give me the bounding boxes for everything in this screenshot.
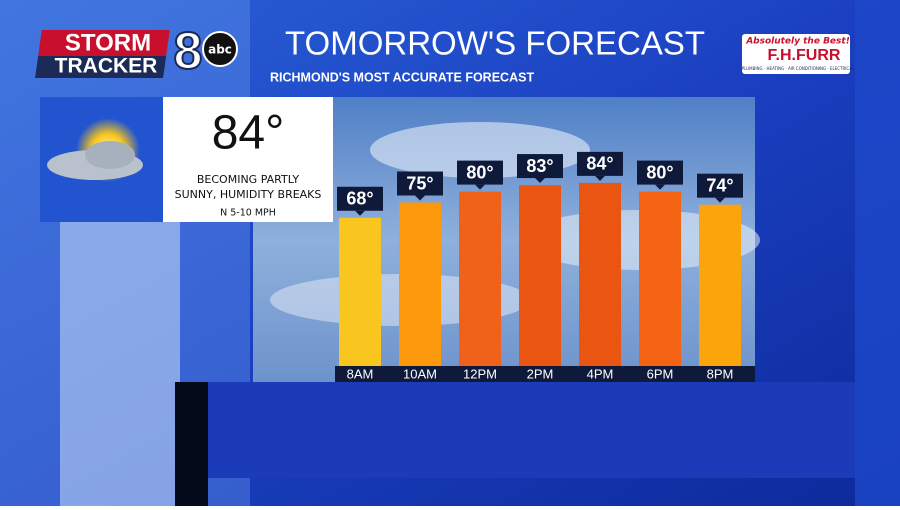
bar <box>639 191 681 366</box>
value-label-pointer <box>715 197 725 203</box>
sponsor-bg <box>742 34 850 74</box>
value-label: 68° <box>346 189 373 209</box>
x-tick-label: 8PM <box>707 366 734 381</box>
bar <box>399 202 441 366</box>
logo-number: 8 <box>174 23 203 81</box>
summary-description: SUNNY, HUMIDITY BREAKS <box>175 188 322 201</box>
chart-title: TOMORROW'S FORECAST <box>285 25 705 62</box>
value-label-pointer <box>655 184 665 190</box>
logo-text: STORM <box>65 29 151 56</box>
value-label-pointer <box>415 195 425 201</box>
x-tick-label: 4PM <box>587 366 614 381</box>
network-circle <box>202 31 238 67</box>
sponsor: Absolutely the Best! F.H.FURR PLUMBING ·… <box>742 34 855 74</box>
logo-text: TRACKER <box>55 55 158 78</box>
x-tick-label: 6PM <box>647 366 674 381</box>
bar <box>699 204 741 366</box>
summary-panel <box>163 97 333 222</box>
bar <box>339 217 381 366</box>
chart-subtitle: RICHMOND'S MOST ACCURATE FORECAST <box>270 70 534 84</box>
cloud-icon <box>85 141 135 169</box>
x-tick-label: 10AM <box>403 366 437 381</box>
value-label-pointer <box>475 184 485 190</box>
value-label-pointer <box>355 210 365 216</box>
sponsor-tagline: Absolutely the Best! <box>745 37 850 47</box>
panel-decor <box>208 382 855 478</box>
sponsor-services: PLUMBING · HEATING · AIR CONDITIONING · … <box>742 66 855 71</box>
x-tick-label: 8AM <box>347 366 374 381</box>
value-label-bg <box>337 186 383 211</box>
value-label: 83° <box>526 156 553 176</box>
value-label: 84° <box>586 154 613 174</box>
logo-bar <box>35 56 167 78</box>
value-label: 80° <box>646 162 673 182</box>
logo-bar <box>38 30 170 56</box>
panel-decor <box>175 382 208 506</box>
axis-strip <box>335 366 755 382</box>
panel-decor <box>60 220 180 506</box>
summary-wind: N 5-10 MPH <box>220 208 276 219</box>
value-label: 80° <box>466 162 493 182</box>
summary-description: BECOMING PARTLY <box>197 173 300 186</box>
value-label: 75° <box>406 173 433 193</box>
value-label-bg <box>397 171 443 196</box>
sponsor-name: F.H.FURR <box>768 47 841 64</box>
logo: STORM TRACKER 8 abc <box>35 22 238 82</box>
value-label-bg <box>577 151 623 176</box>
summary-temperature: 84° <box>212 107 285 160</box>
value-label: 74° <box>706 175 733 195</box>
value-label-pointer <box>535 178 545 184</box>
value-label-pointer <box>595 175 605 181</box>
value-label-bg <box>517 154 563 179</box>
value-label-bg <box>457 160 503 185</box>
x-tick-label: 2PM <box>527 366 554 381</box>
value-label-bg <box>697 173 743 198</box>
bar <box>579 182 621 366</box>
bar <box>519 185 561 366</box>
panel-decor <box>855 0 900 506</box>
x-tick-label: 12PM <box>463 366 497 381</box>
network-text: abc <box>208 43 232 57</box>
bar <box>459 191 501 366</box>
value-label-bg <box>637 160 683 185</box>
